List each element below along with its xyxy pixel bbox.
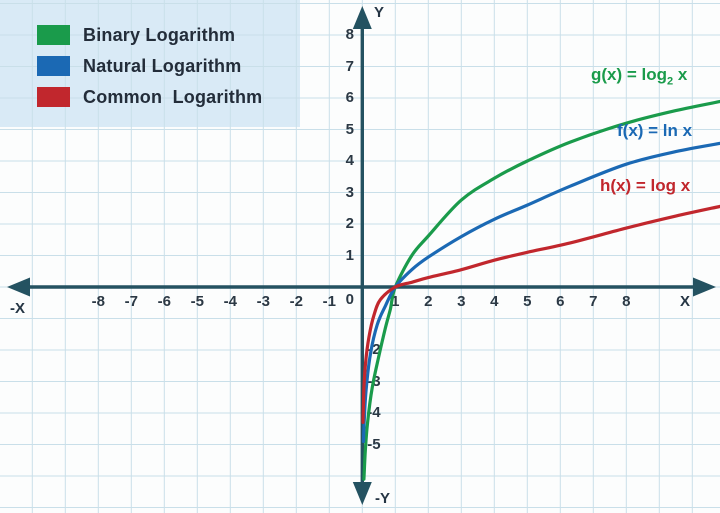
y-tick-neg-label: -4 [367, 404, 381, 421]
x-tick-label: 7 [589, 293, 598, 310]
y-tick-label: 1 [345, 246, 354, 264]
y-tick-label: 4 [345, 152, 354, 169]
x-tick-label: 3 [457, 293, 466, 310]
x-tick-label: -4 [223, 293, 237, 310]
x-tick-label: 2 [424, 293, 433, 310]
y-tick-label: 7 [345, 57, 354, 75]
y-tick-neg-label: -2 [367, 341, 381, 358]
x-tick-label: -5 [190, 293, 204, 310]
x-tick-label: -7 [124, 293, 138, 310]
x-tick-label: -8 [91, 293, 105, 310]
x-tick-label: 6 [556, 293, 565, 310]
y-axis-top-arrow-icon [352, 6, 372, 29]
x-tick-label: 4 [490, 293, 499, 310]
y-tick-label: 8 [345, 26, 354, 43]
y-axis-bottom-arrow-icon [352, 482, 372, 505]
x-tick-label: 1 [391, 293, 400, 310]
y-tick-neg-label: -5 [367, 435, 381, 453]
x-tick-label: -3 [256, 293, 270, 310]
y-tick-label: 6 [345, 89, 354, 106]
x-tick-label: 5 [523, 293, 532, 310]
x-tick-label: -6 [157, 293, 171, 310]
x-axis-left-arrow-icon [7, 277, 30, 297]
x-tick-label: -1 [322, 293, 336, 310]
y-tick-label: 2 [345, 215, 354, 232]
x-tick-label: 8 [622, 293, 631, 310]
x-tick-label: -2 [289, 293, 303, 310]
y-tick-label: 5 [345, 120, 354, 138]
y-tick-label: 3 [345, 183, 354, 201]
y-tick-neg-label: -3 [367, 372, 381, 390]
